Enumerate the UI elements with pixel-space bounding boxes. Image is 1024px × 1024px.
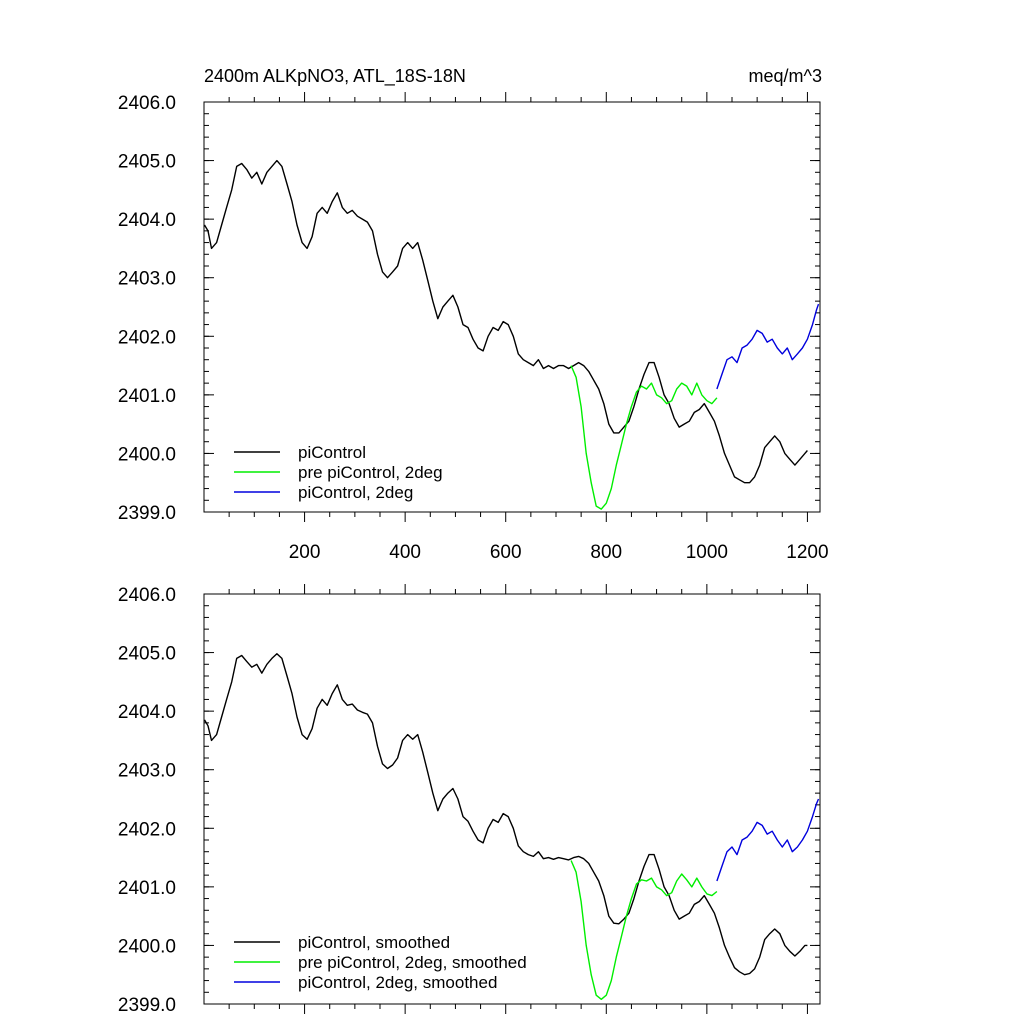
x-tick-label: 1200 <box>786 542 828 563</box>
top-panel: 2399.0 2400.0 2401.0 2402.0 2403.0 2404.0 2405… <box>118 92 829 563</box>
legend-label: piControl, 2deg, smoothed <box>298 973 497 992</box>
y-tick-label: 2403.0 <box>118 761 176 782</box>
y-tick-label: 2405.0 <box>118 644 176 665</box>
series-line-pre-picontrol-2deg-smoothed <box>570 860 718 1000</box>
x-tick-label: 400 <box>389 542 421 563</box>
y-tick-label: 2402.0 <box>118 327 176 348</box>
x-tick-label: 200 <box>289 542 321 563</box>
series-line-picontrol-2deg <box>716 303 820 390</box>
y-tick-label: 2399.0 <box>118 995 176 1016</box>
plot-frame <box>203 593 821 1005</box>
y-tick-label: 2406.0 <box>118 93 176 114</box>
y-tick-label: 2404.0 <box>118 210 176 231</box>
bottom-panel: 2399.0 2400.0 2401.0 2402.0 2403.0 2404.0 2405… <box>118 584 821 1016</box>
legend-label: piControl, smoothed <box>298 933 450 952</box>
y-tick-label: 2402.0 <box>118 819 176 840</box>
series-line-pre-picontrol-2deg <box>570 365 718 510</box>
series-line-picontrol <box>203 159 808 484</box>
legend-label: piControl <box>298 443 366 462</box>
series-line-picontrol-smoothed <box>203 653 808 976</box>
legend-label: piControl, 2deg <box>298 483 413 502</box>
plot-frame <box>203 101 821 513</box>
series-line-picontrol-2deg-smoothed <box>716 798 820 882</box>
legend-label: pre piControl, 2deg, smoothed <box>298 953 527 972</box>
x-tick-label: 1000 <box>686 542 728 563</box>
y-tick-label: 2401.0 <box>118 386 176 407</box>
y-tick-label: 2399.0 <box>118 503 176 524</box>
plot-title: 2400m ALKpNO3, ATL_18S-18N <box>204 66 466 87</box>
x-tick-label: 600 <box>490 542 522 563</box>
plot-units: meq/m^3 <box>749 66 822 86</box>
x-tick-label: 800 <box>590 542 622 563</box>
y-tick-label: 2400.0 <box>118 444 176 465</box>
y-tick-label: 2403.0 <box>118 269 176 290</box>
y-tick-label: 2404.0 <box>118 702 176 723</box>
y-tick-label: 2406.0 <box>118 585 176 606</box>
y-tick-label: 2401.0 <box>118 878 176 899</box>
y-tick-label: 2400.0 <box>118 936 176 957</box>
y-tick-label: 2405.0 <box>118 152 176 173</box>
legend-label: pre piControl, 2deg <box>298 463 443 482</box>
